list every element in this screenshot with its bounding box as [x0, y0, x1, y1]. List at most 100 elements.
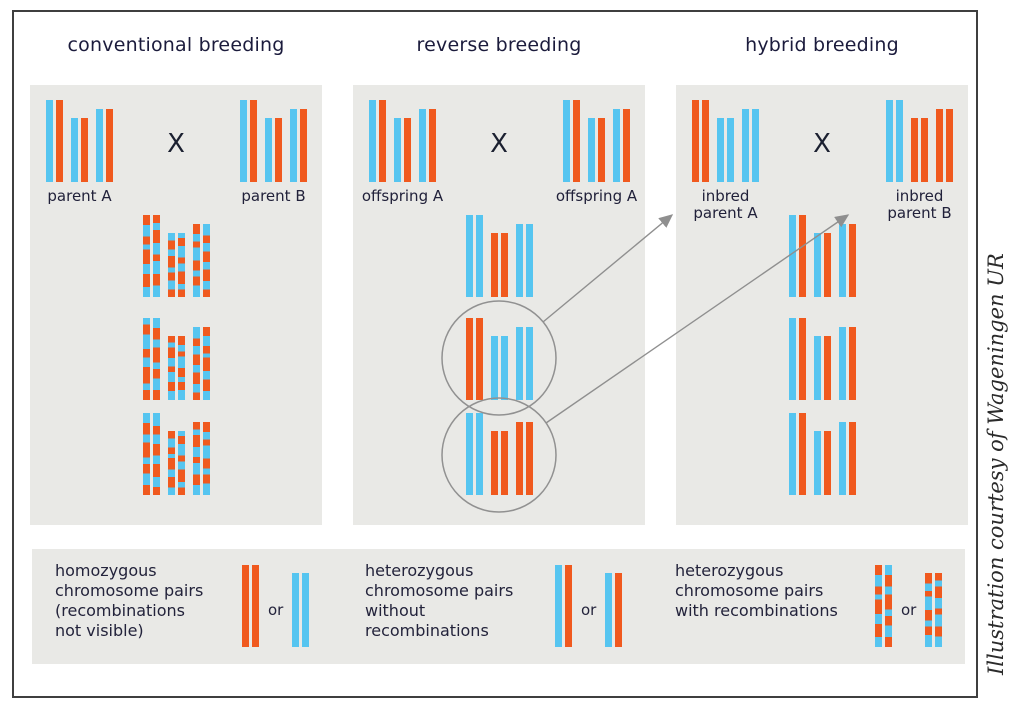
chromosome-orange [429, 109, 436, 182]
or-label: or [581, 601, 597, 619]
parent-label: inbred parent B [887, 187, 952, 222]
panel-title-hybrid: hybrid breeding [745, 34, 899, 56]
chromosome-pair [490, 336, 508, 400]
chromosome-pair [813, 431, 831, 495]
chromosome-pair [515, 327, 533, 400]
chromosome-recombined [885, 565, 892, 647]
parent-chromosome-set [46, 100, 113, 182]
legend-glyphs-3: or [875, 565, 943, 647]
chromosome-recombined [875, 565, 882, 647]
chromosome-pair [613, 109, 630, 182]
chromosome-orange [404, 118, 411, 182]
chromosome-blue [46, 100, 53, 182]
progeny-row-hybrid-2 [676, 318, 968, 400]
cross-symbol: X [490, 129, 508, 159]
chromosome-recombined [152, 413, 160, 495]
progeny-row-hybrid-3 [676, 413, 968, 495]
chromosome-orange [848, 327, 856, 400]
chromosome-blue [813, 233, 821, 297]
chromosome-orange [911, 118, 918, 182]
progeny-row-reverse-1 [353, 215, 645, 297]
chromosome-recombined [202, 224, 210, 297]
progeny-row-reverse-2-circled [353, 318, 645, 400]
chromosome-pair [240, 100, 257, 182]
chromosome-blue [394, 118, 401, 182]
chromosome-blue [475, 215, 483, 297]
chromosome-pair [838, 224, 856, 297]
chromosome-blue [717, 118, 724, 182]
chromosome-pair [265, 118, 282, 182]
legend-chromosome-pair [605, 573, 623, 647]
chromosome-pair [717, 118, 734, 182]
chromosome-recombined [192, 327, 200, 400]
chromosome-recombined [152, 215, 160, 297]
parent-group-reverse-right: offspring A [556, 100, 637, 205]
chromosome-blue [369, 100, 376, 182]
parent-chromosome-set [692, 100, 759, 182]
parent-group-conventional-left: parent A [46, 100, 113, 205]
chromosome-orange [692, 100, 699, 182]
chromosome-recombined [177, 431, 185, 495]
chromosome-blue [515, 327, 523, 400]
chromosome-pair [742, 109, 759, 182]
chromosome-orange [515, 422, 523, 495]
chromosome-orange [465, 318, 473, 400]
chromosome-orange [848, 224, 856, 297]
parent-label: parent A [47, 187, 112, 205]
chromosome-pair [192, 327, 210, 400]
chromosome-orange [490, 233, 498, 297]
chromosome-pair [96, 109, 113, 182]
chromosome-pair [465, 413, 483, 495]
chromosome-blue [525, 224, 533, 297]
chromosome-pair [788, 413, 806, 495]
chromosome-pair [838, 422, 856, 495]
chromosome-orange [490, 431, 498, 495]
or-label: or [268, 601, 284, 619]
chromosome-blue [500, 336, 508, 400]
progeny-chromosome-set [142, 413, 210, 495]
progeny-chromosome-set [465, 318, 533, 400]
parent-group-hybrid-left: inbred parent A [692, 100, 759, 222]
parent-label: offspring A [555, 187, 638, 205]
chromosome-pair [167, 431, 185, 495]
chromosome-blue [96, 109, 103, 182]
credit-caption: Illustration courtesy of Wageningen UR [984, 253, 1008, 675]
chromosome-pair [515, 224, 533, 297]
chromosome-blue [613, 109, 620, 182]
chromosome-blue [896, 100, 903, 182]
panel-title-reverse: reverse breeding [416, 34, 582, 56]
chromosome-pair [490, 431, 508, 495]
chromosome-recombined [167, 431, 175, 495]
chromosome-pair [167, 233, 185, 297]
chromosome-orange [823, 336, 831, 400]
chromosome-recombined [202, 422, 210, 495]
progeny-chromosome-set [142, 215, 210, 297]
parent-chromosome-set [563, 100, 630, 182]
progeny-chromosome-set [788, 318, 856, 400]
legend-text-3: heterozygous chromosome pairs with recom… [675, 561, 838, 620]
chromosome-orange [242, 565, 249, 647]
chromosome-recombined [192, 224, 200, 297]
chromosome-blue [525, 327, 533, 400]
progeny-chromosome-set [465, 413, 533, 495]
chromosome-orange [848, 422, 856, 495]
chromosome-recombined [177, 233, 185, 297]
chromosome-orange [798, 413, 806, 495]
chromosome-blue [292, 573, 300, 647]
chromosome-pair [192, 422, 210, 495]
chromosome-recombined [142, 318, 150, 400]
progeny-chromosome-set [788, 413, 856, 495]
legend-glyphs-1: or [242, 565, 310, 647]
chromosome-recombined [142, 413, 150, 495]
chromosome-pair [788, 215, 806, 297]
chromosome-pair [71, 118, 88, 182]
chromosome-recombined [925, 573, 933, 647]
progeny-chromosome-set [142, 318, 210, 400]
panel-title-conventional: conventional breeding [67, 34, 285, 56]
chromosome-pair [813, 336, 831, 400]
chromosome-orange [252, 565, 259, 647]
legend-chromosome-pair [292, 573, 310, 647]
chromosome-orange [573, 100, 580, 182]
legend-chromosome-pair [925, 573, 943, 647]
chromosome-blue [555, 565, 562, 647]
